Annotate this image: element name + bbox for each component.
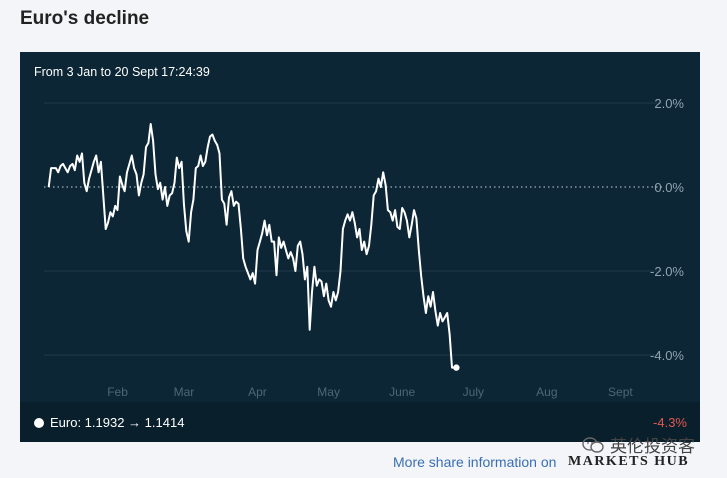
watermark: 英伦投资客 [582, 432, 695, 457]
x-tick-label: May [317, 385, 340, 399]
chart-panel: 2.0% 0.0% -2.0% -4.0% Feb Mar Apr May June July Au… [20, 52, 700, 442]
legend-band: Euro: 1.1932 → 1.1414 -4.3% [20, 402, 700, 442]
share-info-link[interactable]: More share information on [393, 454, 557, 470]
x-tick-label: June [389, 385, 415, 399]
chat-bubble-icon [582, 436, 604, 453]
x-tick-label: Mar [174, 385, 195, 399]
y-tick-label: -2.0% [650, 264, 684, 279]
end-point-marker [453, 364, 460, 371]
legend-label: Euro: 1.1932 → 1.1414 [50, 415, 185, 430]
x-tick-label: Apr [248, 385, 267, 399]
x-tick-label: Sept [608, 385, 633, 399]
change-value: -4.3% [653, 415, 687, 430]
y-tick-label: 2.0% [654, 96, 684, 111]
page-title: Euro's decline [20, 8, 150, 29]
x-tick-label: Aug [536, 385, 557, 399]
watermark-text: 英伦投资客 [610, 437, 695, 456]
line-chart: 2.0% 0.0% -2.0% -4.0% Feb Mar Apr May June July Au… [44, 96, 684, 399]
legend: Euro: 1.1932 → 1.1414 [34, 415, 184, 430]
brand-logo[interactable]: MARKETS HUB [568, 454, 690, 469]
legend-dot-icon [34, 417, 44, 428]
y-tick-label: -4.0% [650, 348, 684, 363]
series-line-euro [47, 123, 455, 369]
x-tick-label: Feb [107, 385, 128, 399]
x-tick-label: July [463, 385, 484, 399]
y-tick-label: 0.0% [654, 180, 684, 195]
chart-subtitle: From 3 Jan to 20 Sept 17:24:39 [34, 65, 210, 79]
